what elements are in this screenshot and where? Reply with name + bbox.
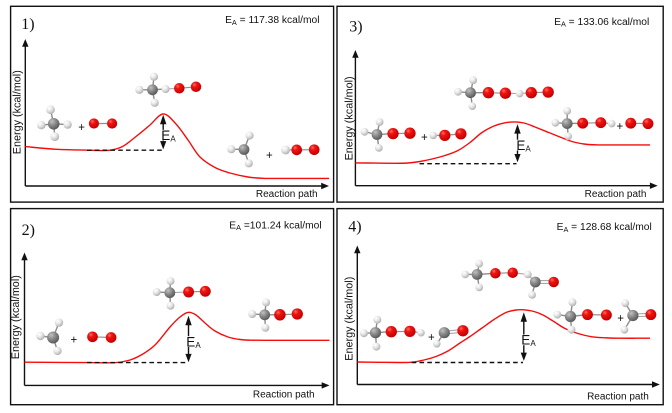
svg-text:Reaction path: Reaction path bbox=[253, 389, 315, 400]
svg-text:+: + bbox=[617, 313, 624, 325]
svg-text:+: + bbox=[71, 335, 78, 347]
svg-text:Reaction path: Reaction path bbox=[587, 392, 649, 403]
svg-text:3): 3) bbox=[349, 19, 362, 36]
svg-text:+: + bbox=[617, 121, 624, 133]
svg-text:2): 2) bbox=[22, 222, 35, 239]
svg-text:EA = 128.68 kcal/mol: EA = 128.68 kcal/mol bbox=[557, 222, 652, 234]
svg-text:Energy (kcal/mol): Energy (kcal/mol) bbox=[11, 70, 23, 154]
svg-text:4): 4) bbox=[348, 219, 361, 236]
svg-text:Energy (kcal/mol): Energy (kcal/mol) bbox=[343, 277, 355, 361]
svg-text:1): 1) bbox=[21, 16, 34, 33]
svg-text:EA =101.24 kcal/mol: EA =101.24 kcal/mol bbox=[229, 220, 321, 232]
svg-text:Reaction path: Reaction path bbox=[256, 189, 318, 200]
svg-text:Reaction path: Reaction path bbox=[585, 189, 647, 200]
svg-text:+: + bbox=[428, 332, 435, 344]
svg-text:EA = 117.38 kcal/mol: EA = 117.38 kcal/mol bbox=[225, 15, 319, 27]
svg-text:+: + bbox=[266, 150, 273, 162]
svg-text:EA = 133.06 kcal/mol: EA = 133.06 kcal/mol bbox=[554, 17, 649, 29]
svg-text:Energy (kcal/mol): Energy (kcal/mol) bbox=[10, 275, 22, 359]
svg-text:+: + bbox=[78, 122, 85, 134]
svg-text:Energy (kcal/mol): Energy (kcal/mol) bbox=[343, 76, 355, 160]
svg-text:+: + bbox=[421, 132, 428, 144]
